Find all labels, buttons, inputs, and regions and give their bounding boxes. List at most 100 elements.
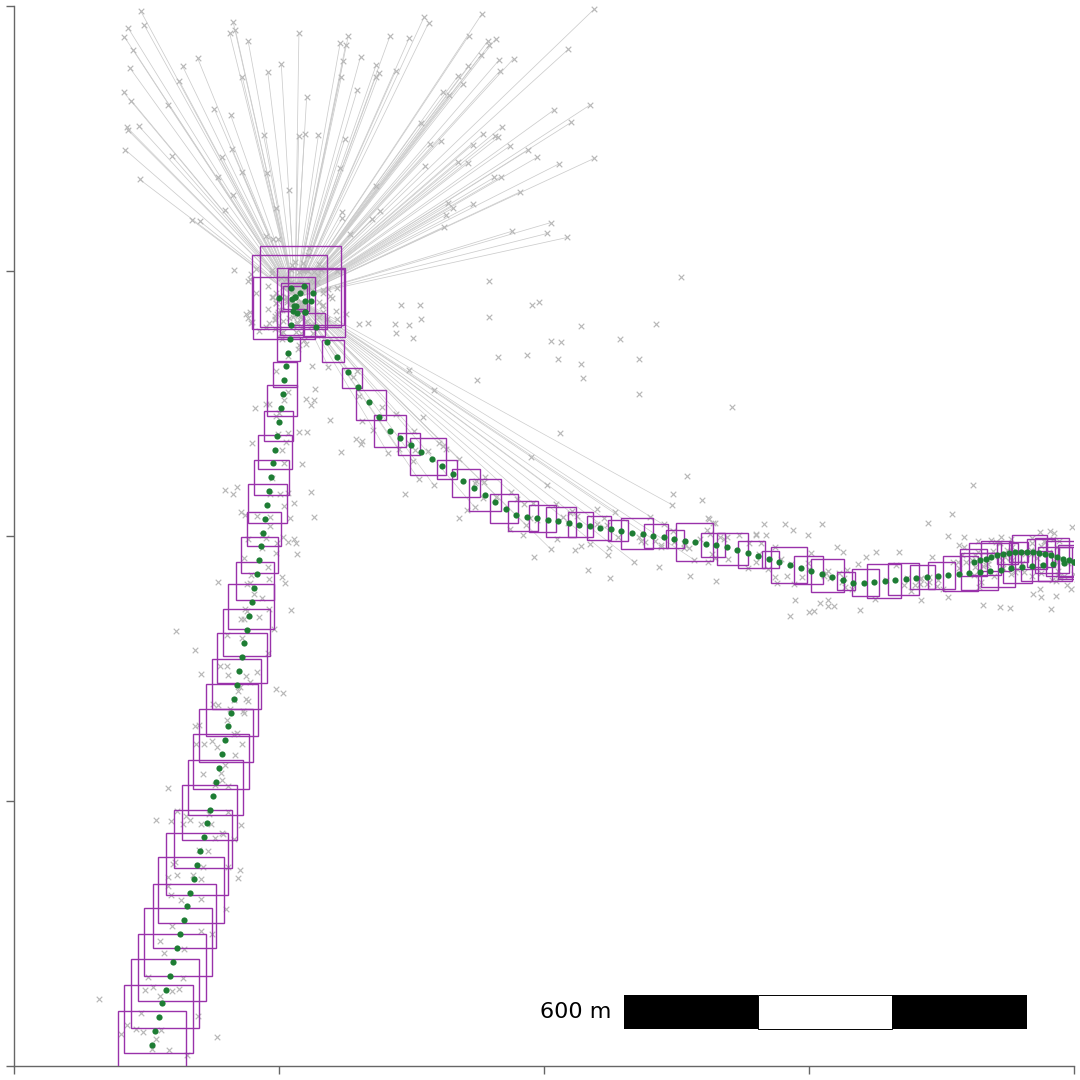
Point xyxy=(243,434,260,451)
Point xyxy=(777,515,794,532)
Point xyxy=(351,387,368,404)
Point xyxy=(270,316,287,334)
Point xyxy=(265,455,282,472)
Point xyxy=(260,483,278,500)
Bar xyxy=(153,885,216,947)
Point xyxy=(802,544,820,562)
Point xyxy=(731,526,748,543)
Point xyxy=(268,295,285,312)
Point xyxy=(539,476,556,494)
Bar xyxy=(322,340,345,363)
Point xyxy=(311,294,328,311)
Point xyxy=(1002,559,1020,577)
Point xyxy=(336,131,353,148)
Point xyxy=(467,474,484,491)
Point xyxy=(241,270,258,287)
Bar xyxy=(281,283,309,311)
Point xyxy=(237,507,254,524)
Point xyxy=(1032,564,1050,581)
Point xyxy=(887,571,904,589)
Bar xyxy=(701,532,725,557)
Point xyxy=(218,626,235,644)
Point xyxy=(214,825,231,842)
Point xyxy=(1032,538,1050,555)
Point xyxy=(328,280,346,297)
Point xyxy=(282,510,299,527)
Point xyxy=(423,450,441,468)
Point xyxy=(283,280,300,297)
Point xyxy=(562,504,579,522)
Bar xyxy=(1027,539,1055,567)
Point xyxy=(387,63,404,80)
Point xyxy=(289,307,307,324)
Point xyxy=(204,787,221,805)
Point xyxy=(241,575,258,592)
Point xyxy=(302,396,320,414)
Point xyxy=(285,308,302,325)
Point xyxy=(269,293,286,310)
Point xyxy=(400,316,417,334)
Point xyxy=(312,261,329,279)
Point xyxy=(296,125,313,143)
Point xyxy=(766,539,783,556)
Point xyxy=(866,591,883,608)
Point xyxy=(238,576,255,593)
Point xyxy=(237,306,254,323)
Point xyxy=(949,554,967,571)
Point xyxy=(194,859,212,876)
Point xyxy=(181,883,199,901)
Point xyxy=(1024,585,1041,603)
Point xyxy=(1011,544,1028,562)
Bar xyxy=(276,337,300,361)
Point xyxy=(460,27,477,44)
Point xyxy=(1000,544,1017,562)
Point xyxy=(414,408,431,426)
Point xyxy=(752,535,769,552)
Point xyxy=(419,442,436,459)
Point xyxy=(502,483,519,500)
Point xyxy=(392,429,409,446)
Point xyxy=(492,168,510,186)
Point xyxy=(1042,600,1059,618)
Point xyxy=(278,357,295,375)
Point xyxy=(699,522,716,539)
Bar xyxy=(568,512,593,537)
Point xyxy=(1003,530,1021,548)
Point xyxy=(855,575,873,592)
Point xyxy=(323,288,340,306)
Point xyxy=(476,486,494,503)
Point xyxy=(1077,538,1080,555)
Point xyxy=(245,579,262,596)
Point xyxy=(404,453,421,470)
Point xyxy=(468,473,485,490)
Point xyxy=(887,556,904,573)
Point xyxy=(957,553,974,570)
Point xyxy=(274,278,292,295)
Point xyxy=(235,600,253,618)
Point xyxy=(253,538,270,555)
Point xyxy=(481,272,498,289)
Point xyxy=(276,575,294,592)
Point xyxy=(335,53,352,70)
Point xyxy=(570,516,588,534)
Point xyxy=(835,569,852,586)
Point xyxy=(192,890,210,907)
Point xyxy=(161,1042,178,1059)
Point xyxy=(212,658,229,675)
Point xyxy=(511,184,528,201)
Point xyxy=(350,378,367,395)
Point xyxy=(294,455,311,472)
Point xyxy=(1003,538,1021,555)
Point xyxy=(218,901,235,918)
Point xyxy=(494,118,511,135)
Point xyxy=(294,261,311,279)
Point xyxy=(225,261,242,279)
Point xyxy=(295,278,312,295)
Point xyxy=(985,542,1002,559)
Point xyxy=(450,509,468,526)
Point xyxy=(1048,549,1065,566)
Point xyxy=(249,322,267,339)
Point xyxy=(286,288,303,306)
Bar xyxy=(928,562,955,589)
Point xyxy=(298,261,315,279)
